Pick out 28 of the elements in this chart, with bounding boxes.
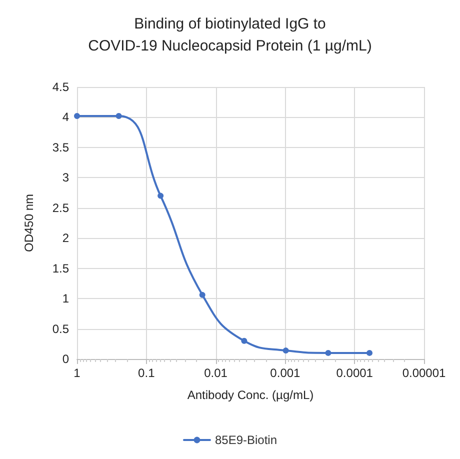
x-tick-label: 0.01 [204, 366, 228, 380]
y-tick-label: 0 [62, 352, 70, 366]
x-tick-label: 0.001 [270, 366, 301, 380]
point [282, 348, 289, 354]
x-tick-label: 0.1 [138, 366, 156, 380]
legend-label: 85E9-Biotin [214, 433, 278, 447]
point [116, 113, 122, 120]
point [74, 113, 80, 120]
point [325, 350, 332, 356]
x-tick-label: 0.00001 [402, 366, 446, 380]
point [366, 350, 372, 356]
y-tick-label: 4.5 [52, 80, 70, 94]
y-tick-label: 4 [62, 110, 70, 124]
y-tick-label: 2.5 [52, 200, 70, 215]
x-axis-title: Antibody Conc. (µg/mL) [187, 388, 314, 402]
x-tick-label: 0.0001 [336, 366, 374, 380]
y-tick-label: 0.5 [52, 322, 70, 336]
y-axis-title: OD450 nm [22, 194, 36, 252]
x-tick-label: 1 [74, 366, 81, 380]
y-tick-label: 3 [62, 170, 70, 185]
y-tick-label: 3.5 [52, 140, 70, 154]
point [241, 338, 248, 344]
point [158, 192, 164, 199]
y-tick-label: 1.5 [52, 261, 70, 276]
y-tick-label: 2 [62, 231, 70, 246]
chart-title: Binding of biotinylated IgG to COVID-19 Nucleocapsid Protein (1 µg/mL) [88, 16, 372, 54]
y-tick-label: 1 [62, 292, 70, 306]
point [199, 292, 206, 298]
